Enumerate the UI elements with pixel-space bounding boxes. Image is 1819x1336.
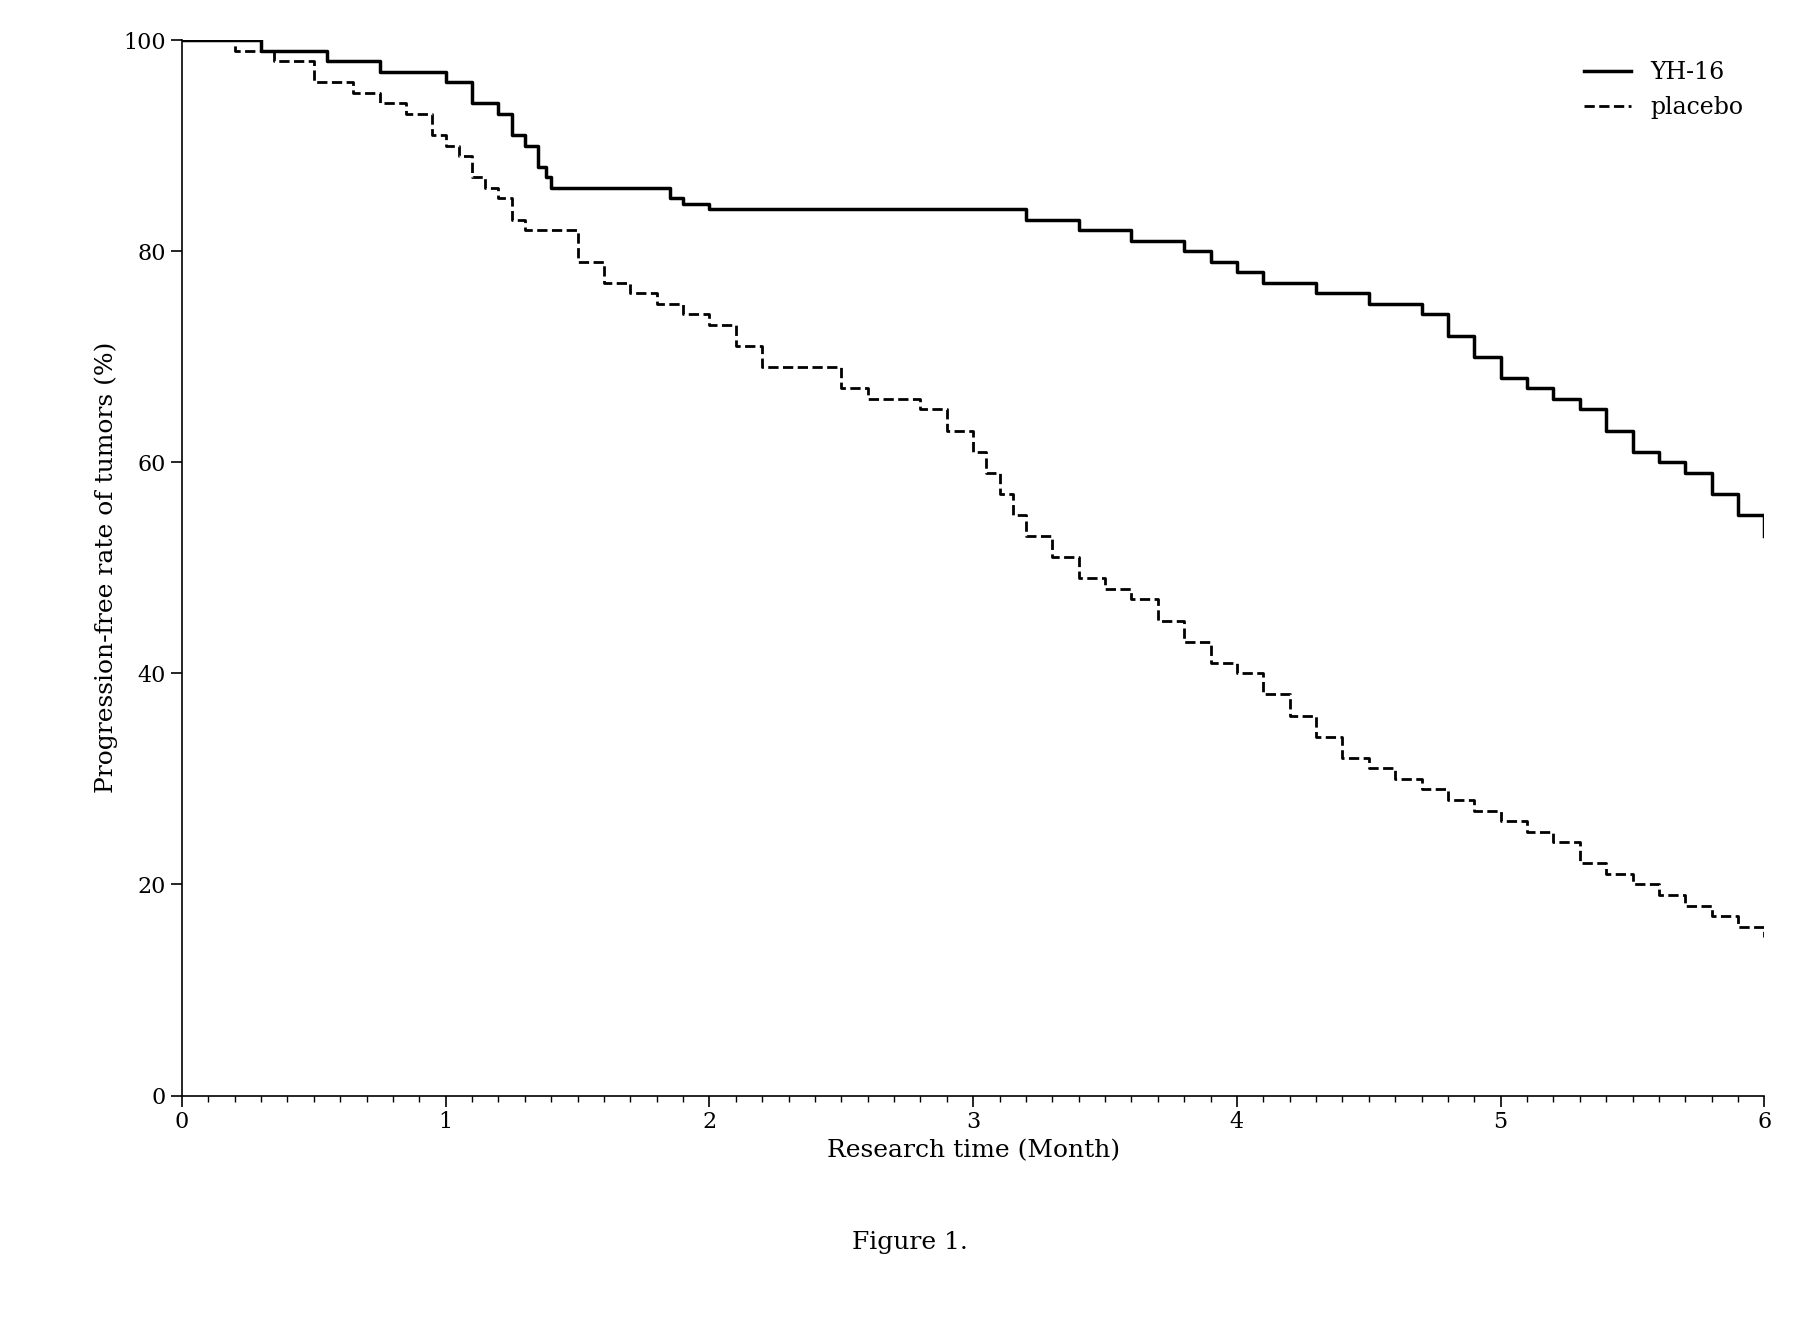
YH-16 xyxy=(1199,254,1221,270)
YH-16 xyxy=(1568,391,1590,407)
Line: YH-16: YH-16 xyxy=(182,40,1764,536)
placebo xyxy=(171,32,193,48)
placebo xyxy=(1121,581,1142,597)
YH-16 xyxy=(1754,528,1775,544)
Y-axis label: Progression-free rate of tumors (%): Progression-free rate of tumors (%) xyxy=(95,342,118,794)
YH-16 xyxy=(1621,422,1643,438)
YH-16 xyxy=(1304,286,1326,302)
placebo xyxy=(1332,749,1353,766)
X-axis label: Research time (Month): Research time (Month) xyxy=(826,1140,1121,1162)
YH-16 xyxy=(1490,349,1512,365)
Text: Figure 1.: Figure 1. xyxy=(851,1230,968,1255)
placebo xyxy=(487,190,509,206)
placebo xyxy=(1754,930,1775,946)
placebo xyxy=(1543,823,1564,840)
YH-16 xyxy=(171,32,193,48)
YH-16 xyxy=(1648,454,1670,470)
Legend: YH-16, placebo: YH-16, placebo xyxy=(1575,52,1754,128)
placebo xyxy=(1462,792,1484,808)
placebo xyxy=(671,297,693,313)
Line: placebo: placebo xyxy=(182,40,1764,938)
